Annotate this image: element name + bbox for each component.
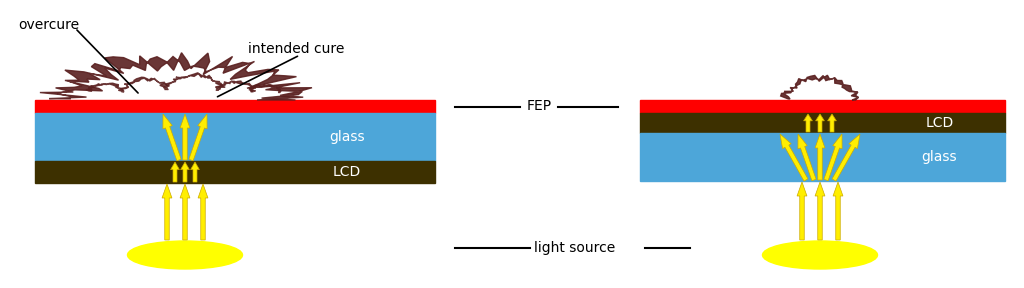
FancyArrow shape [780, 134, 808, 181]
Polygon shape [249, 84, 281, 92]
Polygon shape [166, 73, 225, 87]
FancyArrow shape [815, 114, 824, 132]
FancyArrow shape [797, 182, 807, 240]
Bar [640, 113, 1005, 133]
FancyArrow shape [180, 114, 189, 160]
FancyArrow shape [834, 182, 843, 240]
FancyArrow shape [815, 182, 825, 240]
Text: LCD: LCD [333, 165, 361, 179]
FancyArrow shape [190, 162, 200, 182]
Text: intended cure: intended cure [248, 42, 344, 56]
FancyArrow shape [180, 184, 189, 240]
FancyArrow shape [827, 114, 837, 132]
Bar [35, 100, 435, 113]
Polygon shape [120, 77, 168, 90]
FancyArrow shape [163, 114, 181, 161]
Bar [35, 161, 435, 183]
Bar [640, 133, 1005, 181]
FancyArrow shape [798, 134, 816, 181]
Text: light source: light source [534, 241, 615, 255]
FancyArrow shape [815, 134, 825, 180]
FancyArrow shape [188, 114, 207, 161]
Text: glass: glass [329, 130, 365, 144]
Polygon shape [86, 83, 124, 92]
Text: LCD: LCD [925, 116, 953, 130]
FancyArrow shape [162, 184, 172, 240]
Bar [35, 113, 435, 161]
FancyArrow shape [804, 114, 812, 132]
FancyArrow shape [824, 134, 842, 181]
FancyArrow shape [180, 162, 189, 182]
Text: FEP: FEP [527, 99, 552, 113]
FancyArrow shape [171, 162, 179, 182]
Ellipse shape [763, 241, 878, 269]
Bar [640, 100, 1005, 113]
Polygon shape [216, 81, 255, 91]
FancyArrow shape [833, 134, 860, 181]
Ellipse shape [128, 241, 243, 269]
FancyArrow shape [198, 184, 208, 240]
Polygon shape [40, 53, 312, 100]
Text: glass: glass [922, 150, 957, 164]
Polygon shape [780, 75, 859, 100]
Text: overcure: overcure [18, 18, 79, 32]
